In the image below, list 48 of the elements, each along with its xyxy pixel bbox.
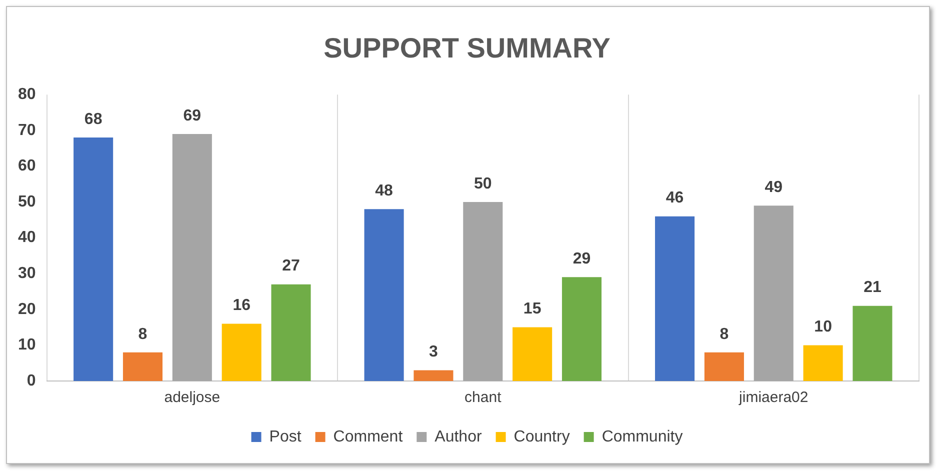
y-tick-label: 30 — [18, 265, 36, 282]
bar — [364, 209, 404, 381]
legend-label: Comment — [333, 428, 404, 446]
data-label: 50 — [474, 175, 492, 192]
bar — [704, 352, 744, 381]
bar — [122, 352, 163, 381]
bar — [172, 134, 212, 381]
bar — [852, 306, 892, 381]
bar — [271, 284, 311, 381]
data-label: 21 — [864, 279, 882, 296]
bar — [512, 327, 552, 381]
bar — [222, 324, 262, 381]
y-tick-label: 20 — [18, 300, 36, 318]
data-label: 8 — [138, 326, 148, 343]
legend-label: Author — [434, 428, 482, 446]
y-tick-label: 60 — [18, 158, 36, 175]
bar — [463, 202, 503, 381]
data-label: 8 — [720, 326, 729, 343]
bar — [754, 206, 794, 381]
data-label: 69 — [183, 107, 202, 124]
chart-title: SUPPORT SUMMARY — [324, 32, 611, 64]
legend-label: Community — [602, 428, 683, 446]
bar — [74, 138, 114, 381]
y-tick-label: 0 — [26, 372, 36, 390]
y-tick-label: 10 — [18, 336, 36, 354]
data-label: 3 — [429, 344, 438, 361]
x-tick-label: adeljose — [164, 389, 220, 406]
y-tick-label: 80 — [18, 86, 36, 104]
data-label: 68 — [84, 110, 102, 128]
bar — [655, 216, 695, 381]
data-label: 16 — [232, 297, 251, 314]
data-label: 15 — [523, 300, 542, 318]
x-tick-label: chant — [464, 389, 502, 406]
data-label: 49 — [764, 178, 783, 196]
x-tick-label: jimiaera02 — [738, 389, 808, 406]
legend-label: Country — [514, 428, 570, 446]
data-label: 10 — [814, 318, 832, 336]
data-label: 27 — [282, 258, 300, 275]
bar — [803, 345, 843, 381]
data-label: 29 — [572, 250, 591, 268]
bar — [562, 277, 602, 381]
data-label: 46 — [666, 190, 684, 207]
y-tick-label: 40 — [18, 229, 36, 246]
legend-label: Post — [269, 428, 302, 446]
y-tick-label: 50 — [18, 193, 36, 210]
y-tick-label: 70 — [18, 122, 36, 139]
data-label: 48 — [375, 182, 394, 200]
bar — [414, 370, 454, 381]
